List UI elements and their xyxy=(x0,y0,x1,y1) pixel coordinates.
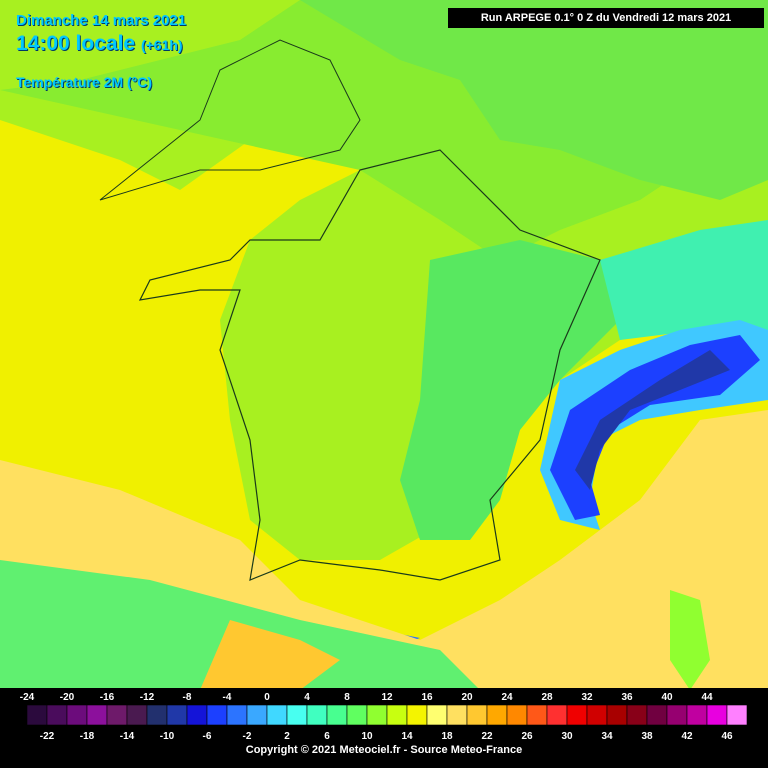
legend-swatch xyxy=(266,704,288,726)
legend-swatch xyxy=(226,704,248,726)
legend-label: 2 xyxy=(284,731,290,742)
legend-swatch xyxy=(546,704,568,726)
legend-label: -2 xyxy=(243,731,252,742)
legend-label: -14 xyxy=(120,731,135,742)
legend-swatch xyxy=(726,704,748,726)
legend-label: 40 xyxy=(661,692,673,703)
variable: Température 2M (°C) xyxy=(16,74,153,90)
legend-swatch xyxy=(146,704,168,726)
legend-swatch xyxy=(586,704,608,726)
legend-label: 16 xyxy=(421,692,433,703)
legend-label: 20 xyxy=(461,692,473,703)
legend-swatch xyxy=(326,704,348,726)
legend-swatch xyxy=(706,704,728,726)
offset: (+61h) xyxy=(140,37,183,53)
legend-label: 12 xyxy=(381,692,393,703)
legend-label: -24 xyxy=(20,692,35,703)
legend-label: -10 xyxy=(160,731,175,742)
legend-swatch xyxy=(286,704,308,726)
legend-swatch xyxy=(206,704,228,726)
copyright: Copyright © 2021 Meteociel.fr - Source M… xyxy=(245,744,523,756)
legend-swatch xyxy=(406,704,428,726)
legend-label: -18 xyxy=(80,731,95,742)
legend-label: 18 xyxy=(441,731,453,742)
legend-swatch xyxy=(66,704,88,726)
legend-label: 14 xyxy=(401,731,413,742)
legend-swatch xyxy=(486,704,508,726)
legend-swatch xyxy=(646,704,668,726)
spain-warm-zone xyxy=(200,620,340,690)
legend-swatch xyxy=(446,704,468,726)
legend-label: 32 xyxy=(581,692,593,703)
legend-label: 8 xyxy=(344,692,350,703)
legend-label: 36 xyxy=(621,692,633,703)
alps-cold xyxy=(550,335,760,520)
time: 14:00 locale xyxy=(16,32,136,55)
north-sea-zone xyxy=(300,0,768,200)
swiss-zone xyxy=(600,220,768,340)
run-info: Run ARPEGE 0.1° 0 Z du Vendredi 12 mars … xyxy=(448,8,764,28)
forecast-date: Dimanche 14 mars 2021 xyxy=(16,12,187,29)
legend-label: -8 xyxy=(183,692,192,703)
legend-swatch xyxy=(126,704,148,726)
legend-swatch xyxy=(306,704,328,726)
legend-background xyxy=(0,688,768,768)
legend-label: 26 xyxy=(521,731,533,742)
legend-swatch xyxy=(186,704,208,726)
legend-label: 34 xyxy=(601,731,613,742)
legend-swatch xyxy=(166,704,188,726)
legend-label: 6 xyxy=(324,731,330,742)
legend-label: 0 xyxy=(264,692,270,703)
legend-label: 28 xyxy=(541,692,553,703)
legend-label: -4 xyxy=(223,692,232,703)
legend-label: 30 xyxy=(561,731,573,742)
alps-core xyxy=(575,350,730,490)
legend-swatch xyxy=(506,704,528,726)
legend-label: 4 xyxy=(304,692,310,703)
legend-swatch xyxy=(626,704,648,726)
legend-swatch xyxy=(366,704,388,726)
legend-label: 42 xyxy=(681,731,693,742)
france-border xyxy=(138,149,601,581)
legend-swatch xyxy=(26,704,48,726)
legend-label: 46 xyxy=(721,731,733,742)
legend-swatch xyxy=(106,704,128,726)
corsica xyxy=(670,590,710,690)
legend-label: 24 xyxy=(501,692,513,703)
legend-label: 22 xyxy=(481,731,493,742)
legend-swatch xyxy=(426,704,448,726)
legend: -24-22-20-18-16-14-12-10-8-6-4-202468101… xyxy=(19,691,748,743)
legend-swatch xyxy=(86,704,108,726)
legend-swatch xyxy=(386,704,408,726)
east-france-zone xyxy=(400,240,640,540)
legend-swatch xyxy=(566,704,588,726)
legend-swatch xyxy=(666,704,688,726)
legend-label: -12 xyxy=(140,692,155,703)
legend-label: -20 xyxy=(60,692,75,703)
legend-label: -16 xyxy=(100,692,115,703)
forecast-time: 14:00 locale (+61h) xyxy=(16,32,183,56)
legend-swatch xyxy=(606,704,628,726)
legend-swatch xyxy=(246,704,268,726)
legend-swatch xyxy=(526,704,548,726)
legend-label: 38 xyxy=(641,731,653,742)
legend-swatch xyxy=(686,704,708,726)
england-coast xyxy=(99,39,361,201)
legend-swatch xyxy=(466,704,488,726)
legend-label: -22 xyxy=(40,731,55,742)
legend-label: 10 xyxy=(361,731,373,742)
legend-swatch xyxy=(46,704,68,726)
legend-label: -6 xyxy=(203,731,212,742)
legend-swatch xyxy=(346,704,368,726)
legend-label: 44 xyxy=(701,692,713,703)
